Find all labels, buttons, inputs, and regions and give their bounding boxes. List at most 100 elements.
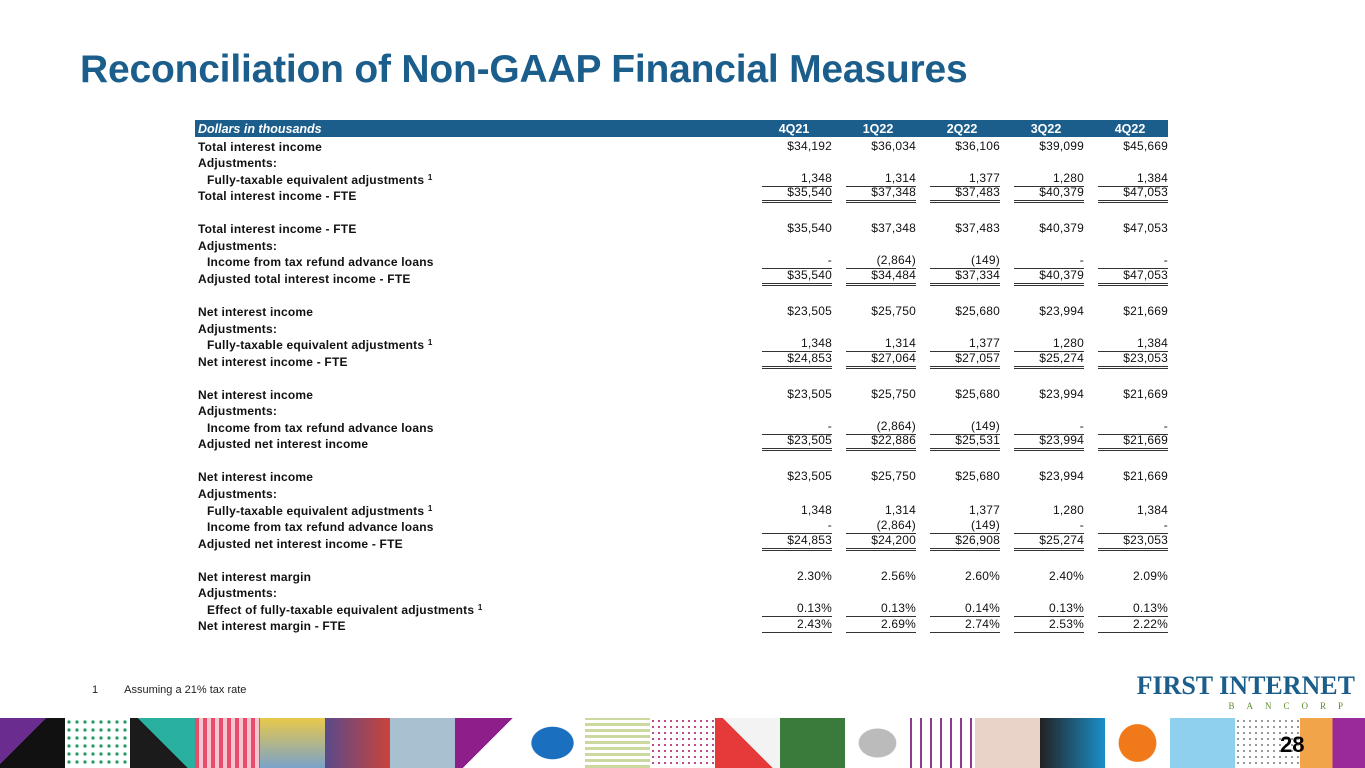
- cell-value: 1,314: [846, 171, 916, 187]
- table-row: Net interest margin 2.30% 2.56% 2.60% 2.40% 2…: [195, 567, 1168, 584]
- row-label-text: Fully-taxable equivalent adjustments: [207, 338, 425, 353]
- cell-value: 1,314: [884, 502, 916, 517]
- row-label-text: Fully-taxable equivalent adjustments: [207, 503, 425, 518]
- table-row: Income from tax refund advance loans - (2,…: [195, 253, 1168, 270]
- table-row: Adjustments:: [195, 154, 1168, 170]
- cell-value: $23,994: [1039, 386, 1084, 401]
- footnote-ref: 1: [427, 338, 433, 348]
- cell-value: $25,680: [955, 469, 1000, 484]
- row-label: Net interest income: [195, 388, 748, 402]
- row-label-text: Net interest margin - FTE: [198, 619, 346, 634]
- cell-value: $21,669: [1123, 469, 1168, 484]
- cell-value: $25,750: [871, 386, 916, 401]
- cell-value: $25,680: [955, 304, 1000, 319]
- cell-value: 0.13%: [846, 601, 916, 617]
- row-label: Adjusted total interest income - FTE: [195, 272, 748, 286]
- cell-value: $37,348: [846, 185, 916, 204]
- table-row: Total interest income $34,192 $36,034 $36,1…: [195, 137, 1168, 154]
- row-label-text: Adjusted net interest income - FTE: [198, 536, 403, 551]
- table-row: [195, 551, 1168, 568]
- cell-value: 1,377: [930, 171, 1000, 187]
- row-label-text: Total interest income - FTE: [198, 222, 357, 237]
- cell-value: 1,384: [1098, 171, 1168, 187]
- cell-value: $23,505: [787, 386, 832, 401]
- cell-value: 2.69%: [846, 617, 916, 634]
- table-row: Income from tax refund advance loans - (2,…: [195, 418, 1168, 435]
- cell-value: 2.43%: [762, 617, 832, 634]
- row-label-text: Net interest income: [198, 470, 314, 485]
- table-row: Net interest income - FTE $24,853 $27,064 $…: [195, 351, 1168, 369]
- row-label-text: Total interest income - FTE: [198, 189, 357, 204]
- company-logo: FIRST INTERNET BANCORP: [1130, 672, 1355, 712]
- row-label: Adjusted net interest income: [195, 437, 748, 451]
- row-label: Income from tax refund advance loans: [195, 520, 748, 534]
- cell-value: 0.13%: [1014, 601, 1084, 617]
- cell-value: $23,994: [1014, 433, 1084, 452]
- logo-subtitle: BANCORP: [1228, 701, 1355, 711]
- row-label: Net interest margin - FTE: [195, 619, 748, 633]
- table-row: Net interest margin - FTE 2.43% 2.69% 2.74%…: [195, 617, 1168, 634]
- cell-value: $47,053: [1123, 221, 1168, 236]
- cell-value: $39,099: [1039, 138, 1084, 153]
- cell-value: $47,053: [1098, 268, 1168, 286]
- table-body: Total interest income $34,192 $36,034 $36,1…: [195, 137, 1168, 634]
- table-row: Effect of fully-taxable equivalent adjus…: [195, 600, 1168, 617]
- row-label-text: Income from tax refund advance loans: [207, 420, 434, 435]
- cell-value: $21,669: [1123, 386, 1168, 401]
- cell-value: $21,669: [1123, 304, 1168, 319]
- cell-value: $40,379: [1014, 185, 1084, 204]
- cell-value: 0.13%: [1098, 601, 1168, 617]
- cell-value: $24,853: [762, 351, 832, 369]
- cell-value: $25,680: [955, 386, 1000, 401]
- table-row: Net interest income $23,505 $25,750 $25,680…: [195, 468, 1168, 485]
- row-label-text: Adjusted total interest income - FTE: [198, 271, 411, 286]
- row-label: Adjustments:: [195, 404, 748, 418]
- cell-value: $37,483: [930, 185, 1000, 204]
- table-row: Total interest income - FTE $35,540 $37,34…: [195, 220, 1168, 237]
- table-row: Fully-taxable equivalent adjustments 1 1,…: [195, 336, 1168, 353]
- decorative-banner: [0, 718, 1365, 768]
- page-number: 28: [1280, 732, 1305, 757]
- table-row: [195, 451, 1168, 468]
- cell-value: $23,505: [762, 433, 832, 452]
- table-row: Adjustments:: [195, 484, 1168, 501]
- cell-value: 2.53%: [1014, 617, 1084, 634]
- cell-value: $37,348: [871, 221, 916, 236]
- cell-value: 2.60%: [964, 568, 1000, 583]
- footnote-text: Assuming a 21% tax rate: [124, 684, 247, 696]
- column-header: 4Q22: [1114, 121, 1146, 136]
- row-label-text: Effect of fully-taxable equivalent adjus…: [207, 602, 475, 617]
- table-row: [195, 369, 1168, 386]
- table-row: Total interest income - FTE $35,540 $37,34…: [195, 185, 1168, 204]
- cell-value: -: [1014, 518, 1084, 535]
- column-header: 4Q21: [778, 121, 810, 136]
- cell-value: -: [1014, 253, 1084, 270]
- row-label-text: Adjustments:: [198, 487, 278, 502]
- row-label-text: Fully-taxable equivalent adjustments: [207, 172, 425, 187]
- cell-value: 1,348: [762, 171, 832, 187]
- cell-value: $23,053: [1098, 351, 1168, 369]
- cell-value: 0.14%: [930, 601, 1000, 617]
- cell-value: 1,314: [846, 336, 916, 353]
- cell-value: 0.13%: [762, 601, 832, 617]
- cell-value: $47,053: [1098, 185, 1168, 204]
- row-label: Adjusted net interest income - FTE: [195, 537, 748, 551]
- cell-value: -: [1098, 419, 1168, 435]
- footnote-ref: 1: [477, 602, 483, 612]
- footnote-number: 1: [92, 684, 99, 696]
- row-label-text: Net interest income: [198, 387, 314, 402]
- cell-value: -: [762, 518, 832, 535]
- cell-value: $34,192: [787, 138, 832, 153]
- cell-value: $23,994: [1039, 304, 1084, 319]
- cell-value: $21,669: [1098, 433, 1168, 452]
- cell-value: (149): [930, 419, 1000, 435]
- cell-value: $23,505: [787, 304, 832, 319]
- cell-value: 2.56%: [880, 568, 916, 583]
- cell-value: 2.22%: [1098, 617, 1168, 634]
- table-row: Net interest income $23,505 $25,750 $25,680…: [195, 302, 1168, 319]
- cell-value: 2.30%: [796, 568, 832, 583]
- reconciliation-table: Dollars in thousands 4Q21 1Q22 2Q22 3Q22…: [195, 120, 1168, 634]
- footnote: 1 Assuming a 21% tax rate: [92, 684, 272, 696]
- cell-value: $27,057: [930, 351, 1000, 369]
- cell-value: -: [1098, 518, 1168, 535]
